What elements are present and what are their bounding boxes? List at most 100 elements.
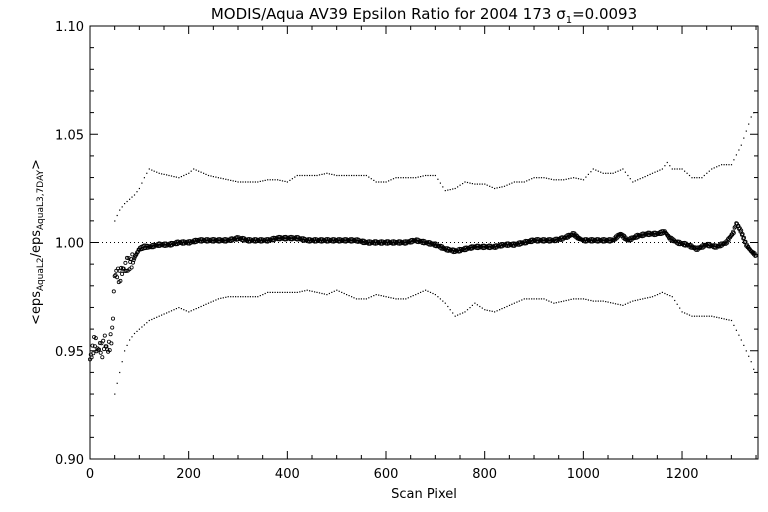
lower-bound-point bbox=[220, 297, 222, 299]
lower-bound-point bbox=[459, 313, 461, 315]
upper-bound-point bbox=[274, 179, 276, 181]
lower-bound-point bbox=[563, 300, 565, 302]
mean-point bbox=[108, 332, 113, 337]
lower-bound-point bbox=[343, 292, 345, 295]
lower-bound-point bbox=[738, 334, 740, 336]
lower-bound-point bbox=[508, 304, 511, 306]
upper-bound-point bbox=[501, 186, 503, 188]
lower-bound-point bbox=[277, 291, 279, 293]
lower-bound-point bbox=[496, 310, 498, 312]
upper-bound-point bbox=[526, 180, 528, 182]
mean-point bbox=[126, 256, 131, 261]
upper-bound-point bbox=[590, 171, 592, 173]
lower-bound-point bbox=[674, 299, 676, 302]
upper-bound-point bbox=[684, 170, 686, 172]
upper-bound-point bbox=[595, 169, 597, 171]
lower-bound-point bbox=[126, 344, 128, 346]
upper-bound-point bbox=[370, 178, 372, 180]
upper-bound-point bbox=[624, 171, 626, 173]
upper-bound-point bbox=[205, 173, 207, 175]
upper-bound-point bbox=[716, 166, 718, 168]
lower-bound-point bbox=[252, 296, 254, 298]
lower-bound-point bbox=[427, 290, 429, 292]
mean-point bbox=[120, 271, 125, 276]
upper-bound-point bbox=[449, 189, 451, 191]
upper-bound-point bbox=[195, 169, 197, 171]
lower-bound-point bbox=[124, 350, 126, 352]
lower-bound-point bbox=[168, 311, 170, 313]
lower-bound-point bbox=[528, 298, 530, 300]
lower-bound-point bbox=[294, 291, 296, 293]
mean-point bbox=[731, 230, 736, 235]
chart-title: MODIS/Aqua AV39 Epsilon Ratio for 2004 1… bbox=[211, 5, 637, 26]
lower-bound-point bbox=[156, 316, 158, 318]
upper-bound-point bbox=[264, 179, 266, 181]
lower-bound-point bbox=[180, 308, 182, 310]
upper-bound-point bbox=[148, 168, 150, 170]
lower-bound-point bbox=[328, 292, 330, 295]
upper-bound-point bbox=[538, 177, 540, 179]
upper-bound-point bbox=[420, 176, 422, 178]
lower-bound-point bbox=[494, 311, 496, 313]
upper-bound-point bbox=[743, 137, 745, 139]
lower-bound-point bbox=[121, 361, 123, 363]
lower-bound-point bbox=[237, 296, 239, 298]
upper-bound-point bbox=[627, 174, 629, 177]
lower-bound-point bbox=[175, 308, 177, 310]
lower-bound-point bbox=[503, 307, 506, 309]
lower-bound-point bbox=[338, 290, 340, 292]
upper-bound-point bbox=[491, 186, 493, 188]
upper-bound-point bbox=[378, 181, 380, 183]
lower-bound-point bbox=[684, 312, 686, 314]
lower-bound-point bbox=[355, 298, 358, 300]
mean-point bbox=[741, 236, 746, 241]
lower-bound-point bbox=[573, 298, 575, 300]
upper-bound-point bbox=[577, 178, 580, 180]
upper-bound-point bbox=[158, 172, 160, 174]
lower-bound-point bbox=[158, 315, 160, 317]
lower-bound-point bbox=[499, 309, 501, 311]
lower-bound-point bbox=[133, 332, 136, 335]
mean-point bbox=[111, 289, 116, 294]
mean-point bbox=[123, 260, 128, 265]
lower-bound-point bbox=[301, 290, 303, 292]
upper-bound-point bbox=[427, 174, 429, 177]
upper-bound-point bbox=[289, 179, 291, 181]
upper-bound-point bbox=[328, 173, 330, 175]
lower-bound-point bbox=[585, 298, 587, 300]
lower-bound-point bbox=[291, 291, 293, 293]
upper-bound-point bbox=[452, 188, 454, 190]
upper-bound-point bbox=[711, 168, 713, 170]
upper-bound-point bbox=[383, 181, 385, 183]
upper-bound-point bbox=[656, 170, 659, 172]
mean-point bbox=[130, 252, 135, 257]
y-tick-label: 0.95 bbox=[55, 345, 84, 360]
lower-bound-point bbox=[661, 291, 663, 293]
lower-bound-point bbox=[698, 315, 700, 317]
upper-bound-point bbox=[607, 172, 609, 174]
mean-point bbox=[118, 278, 123, 283]
upper-bound-point bbox=[693, 177, 696, 179]
lower-bound-point bbox=[392, 297, 395, 299]
upper-bound-point bbox=[605, 172, 607, 174]
upper-bound-point bbox=[143, 177, 145, 179]
upper-bound-point bbox=[309, 174, 311, 177]
lower-bound-point bbox=[346, 294, 348, 296]
upper-bound-point bbox=[286, 181, 288, 183]
upper-bound-point bbox=[225, 178, 227, 180]
lower-bound-point bbox=[449, 309, 451, 311]
lower-bound-point bbox=[447, 305, 449, 308]
upper-bound-point bbox=[284, 180, 286, 182]
lower-bound-point bbox=[647, 297, 649, 299]
lower-bound-point bbox=[397, 298, 399, 300]
upper-bound-point bbox=[412, 177, 414, 179]
upper-bound-point bbox=[425, 174, 427, 177]
upper-bound-point bbox=[222, 178, 224, 180]
upper-bound-point bbox=[341, 174, 343, 177]
upper-bound-point bbox=[183, 174, 185, 177]
mean-point bbox=[110, 325, 115, 330]
upper-bound-point bbox=[664, 165, 666, 167]
lower-bound-point bbox=[422, 290, 424, 292]
lower-bound-point bbox=[314, 291, 316, 293]
